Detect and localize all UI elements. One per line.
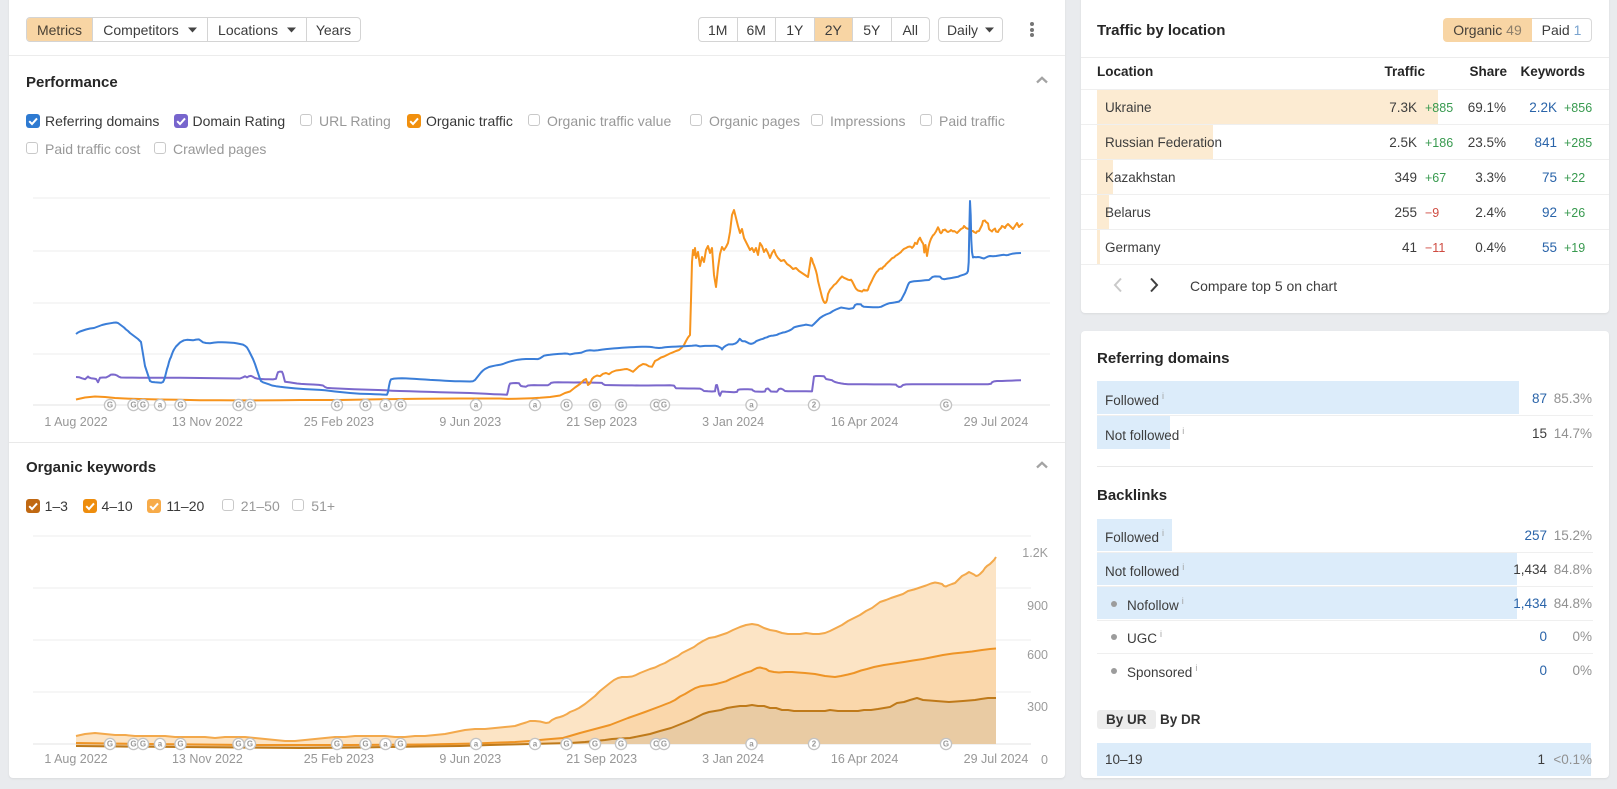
svg-text:1.2K: 1.2K [1022,546,1048,560]
svg-text:G: G [592,401,598,410]
svg-text:G: G [107,740,113,749]
svg-text:C: C [653,401,659,410]
svg-text:25 Feb 2023: 25 Feb 2023 [304,415,374,429]
svg-text:G: G [397,740,403,749]
svg-text:13 Nov 2022: 13 Nov 2022 [172,415,243,429]
svg-text:21 Sep 2023: 21 Sep 2023 [566,415,637,429]
svg-text:a: a [383,740,388,749]
svg-text:3 Jan 2024: 3 Jan 2024 [702,752,764,766]
svg-text:13 Nov 2022: 13 Nov 2022 [172,752,243,766]
svg-text:900: 900 [1027,599,1048,613]
svg-text:G: G [235,401,241,410]
svg-text:1 Aug 2022: 1 Aug 2022 [44,415,107,429]
svg-text:G: G [140,740,146,749]
svg-text:9 Jun 2023: 9 Jun 2023 [439,415,501,429]
svg-text:G: G [130,740,136,749]
svg-text:29 Jul 2024: 29 Jul 2024 [964,752,1029,766]
svg-text:G: G [140,401,146,410]
svg-text:G: G [618,401,624,410]
svg-text:G: G [362,401,368,410]
svg-text:25 Feb 2023: 25 Feb 2023 [304,752,374,766]
svg-text:G: G [247,401,253,410]
svg-text:9 Jun 2023: 9 Jun 2023 [439,752,501,766]
svg-text:600: 600 [1027,648,1048,662]
svg-text:a: a [474,740,479,749]
svg-text:G: G [247,740,253,749]
svg-text:a: a [383,401,388,410]
svg-text:G: G [661,401,667,410]
svg-text:0: 0 [1041,753,1048,767]
svg-text:16 Apr 2024: 16 Apr 2024 [831,415,898,429]
svg-text:G: G [563,401,569,410]
svg-text:1 Aug 2022: 1 Aug 2022 [44,752,107,766]
svg-text:C: C [653,740,659,749]
svg-text:a: a [533,740,538,749]
svg-text:21 Sep 2023: 21 Sep 2023 [566,752,637,766]
svg-text:G: G [334,740,340,749]
svg-text:G: G [618,740,624,749]
svg-text:300: 300 [1027,700,1048,714]
svg-text:G: G [397,401,403,410]
svg-text:G: G [177,740,183,749]
svg-text:a: a [749,740,754,749]
svg-text:G: G [943,401,949,410]
svg-text:G: G [943,740,949,749]
svg-text:G: G [563,740,569,749]
svg-text:G: G [661,740,667,749]
svg-text:29 Jul 2024: 29 Jul 2024 [964,415,1029,429]
svg-text:16 Apr 2024: 16 Apr 2024 [831,752,898,766]
svg-text:a: a [749,401,754,410]
svg-text:a: a [533,401,538,410]
svg-text:G: G [362,740,368,749]
svg-text:2: 2 [812,740,817,749]
svg-text:2: 2 [812,401,817,410]
svg-text:G: G [130,401,136,410]
svg-text:G: G [235,740,241,749]
svg-text:G: G [334,401,340,410]
svg-text:G: G [177,401,183,410]
svg-text:3 Jan 2024: 3 Jan 2024 [702,415,764,429]
svg-text:G: G [592,740,598,749]
svg-text:a: a [158,401,163,410]
svg-text:a: a [158,740,163,749]
svg-text:G: G [107,401,113,410]
svg-text:a: a [474,401,479,410]
